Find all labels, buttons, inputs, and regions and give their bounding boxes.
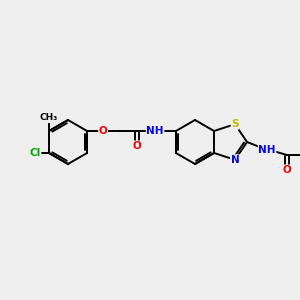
Text: Cl: Cl — [29, 148, 40, 158]
Text: CH₃: CH₃ — [40, 113, 58, 122]
Text: S: S — [231, 119, 239, 129]
Text: O: O — [133, 141, 141, 151]
Text: O: O — [283, 165, 291, 175]
Text: N: N — [231, 155, 239, 165]
Text: NH: NH — [146, 126, 164, 136]
Text: NH: NH — [258, 145, 276, 155]
Text: O: O — [99, 126, 107, 136]
